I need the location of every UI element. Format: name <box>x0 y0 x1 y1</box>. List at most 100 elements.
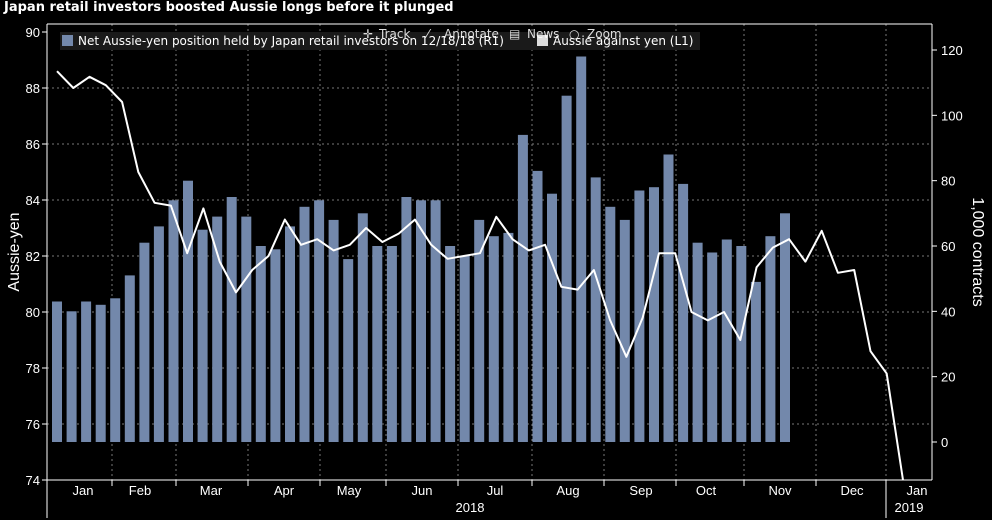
bar <box>678 183 689 442</box>
bar <box>605 206 616 442</box>
bar <box>707 252 718 442</box>
legend-label-bars[interactable]: Net Aussie-yen position held by Japan re… <box>78 34 504 48</box>
right-tick-label: 0 <box>941 435 948 450</box>
series-line-audjpy <box>56 70 904 481</box>
left-tick-label: 86 <box>26 137 40 152</box>
bar <box>547 193 557 442</box>
bar-series <box>52 56 790 442</box>
bar <box>590 177 601 442</box>
x-month-label: Jan <box>907 483 928 498</box>
left-tick-label: 82 <box>26 249 40 264</box>
left-axis-title: Aussie-yen <box>6 212 23 291</box>
right-tick-label: 80 <box>941 174 955 189</box>
crosshair-icon: ✛ <box>363 27 373 41</box>
track-label: Track <box>378 27 410 41</box>
bar <box>81 301 92 442</box>
x-month-label: Jul <box>487 483 504 498</box>
bar <box>736 246 747 442</box>
bar <box>765 236 776 442</box>
x-month-label: Aug <box>556 483 579 498</box>
x-axis-ticks: Jan Feb Mar Apr May Jun Jul Aug Sep Oct Nov Dec Jan 2… <box>46 480 928 518</box>
left-tick-label: 88 <box>26 81 40 96</box>
axes <box>46 23 933 481</box>
x-month-label: Sep <box>629 483 652 498</box>
news-button[interactable]: ▤ News <box>509 27 559 41</box>
track-button[interactable]: ✛ Track <box>363 27 410 41</box>
line-series <box>56 70 904 481</box>
x-month-label: Mar <box>200 483 223 498</box>
x-month-label: Feb <box>129 483 151 498</box>
pencil-icon: ⁄ <box>424 27 432 41</box>
bar <box>634 190 645 442</box>
bar <box>299 206 310 442</box>
legend-swatch-bars <box>62 35 73 46</box>
right-axis-title: 1,000 contracts <box>969 197 986 306</box>
x-month-label: Dec <box>840 483 864 498</box>
left-tick-label: 84 <box>26 193 40 208</box>
bar <box>139 242 150 442</box>
left-tick-label: 78 <box>26 361 40 376</box>
bar <box>663 154 674 442</box>
annotate-button[interactable]: ⁄ Annotate <box>424 27 499 41</box>
left-axis-ticks: 74 76 78 80 82 84 86 88 90 <box>26 25 47 488</box>
bar <box>721 239 732 442</box>
right-axis-ticks: 0 20 40 60 80 100 120 <box>932 43 963 450</box>
x-month-label: Jun <box>412 483 433 498</box>
bar <box>197 229 208 442</box>
bar <box>153 226 164 442</box>
bar <box>255 246 266 442</box>
bar <box>532 170 543 442</box>
bar <box>270 249 281 442</box>
page-title: Japan retail investors boosted Aussie lo… <box>4 0 454 15</box>
x-month-label: Apr <box>274 483 295 498</box>
bar <box>226 197 237 442</box>
left-tick-label: 80 <box>26 305 40 320</box>
left-tick-label: 90 <box>26 25 40 40</box>
bar <box>780 213 790 442</box>
x-year-label: 2018 <box>456 500 485 515</box>
legend-swatch-line <box>537 35 548 46</box>
annotate-label: Annotate <box>444 27 499 41</box>
bar <box>95 304 106 442</box>
right-tick-label: 60 <box>941 239 955 254</box>
x-month-label: Nov <box>768 483 792 498</box>
bar <box>343 259 354 442</box>
bar <box>561 95 572 442</box>
bar <box>168 200 179 442</box>
chart-toolbar: ✛ Track ⁄ Annotate ▤ News ○ Zoom <box>363 27 622 41</box>
zoom-label: Zoom <box>587 27 622 41</box>
bar <box>517 134 528 442</box>
right-tick-label: 100 <box>941 108 963 123</box>
right-tick-label: 40 <box>941 304 955 319</box>
bar <box>66 311 77 442</box>
bar <box>576 56 587 442</box>
bar <box>474 219 485 442</box>
bar <box>503 232 514 442</box>
legend-label-line[interactable]: Aussie against yen (L1) <box>553 34 693 48</box>
bar <box>372 246 383 442</box>
bar <box>314 200 325 442</box>
bar <box>692 242 703 442</box>
left-tick-label: 74 <box>26 473 40 488</box>
news-icon: ▤ <box>509 27 520 41</box>
bar <box>386 246 397 442</box>
bar <box>649 187 659 442</box>
bar <box>285 226 295 442</box>
bar <box>52 301 62 442</box>
x-month-label: Oct <box>696 483 717 498</box>
x-month-label: Jan <box>73 483 94 498</box>
bar <box>183 180 193 442</box>
left-tick-label: 76 <box>26 417 40 432</box>
right-tick-label: 120 <box>941 43 963 58</box>
bar <box>328 219 339 442</box>
right-tick-label: 20 <box>941 370 955 385</box>
bar <box>619 219 630 442</box>
zoom-button[interactable]: ○ Zoom <box>569 27 622 41</box>
magnifier-icon: ○ <box>569 27 579 41</box>
bar <box>110 298 121 442</box>
bar <box>241 216 252 442</box>
bar <box>488 236 499 442</box>
bar <box>416 200 426 442</box>
bar <box>750 281 761 442</box>
